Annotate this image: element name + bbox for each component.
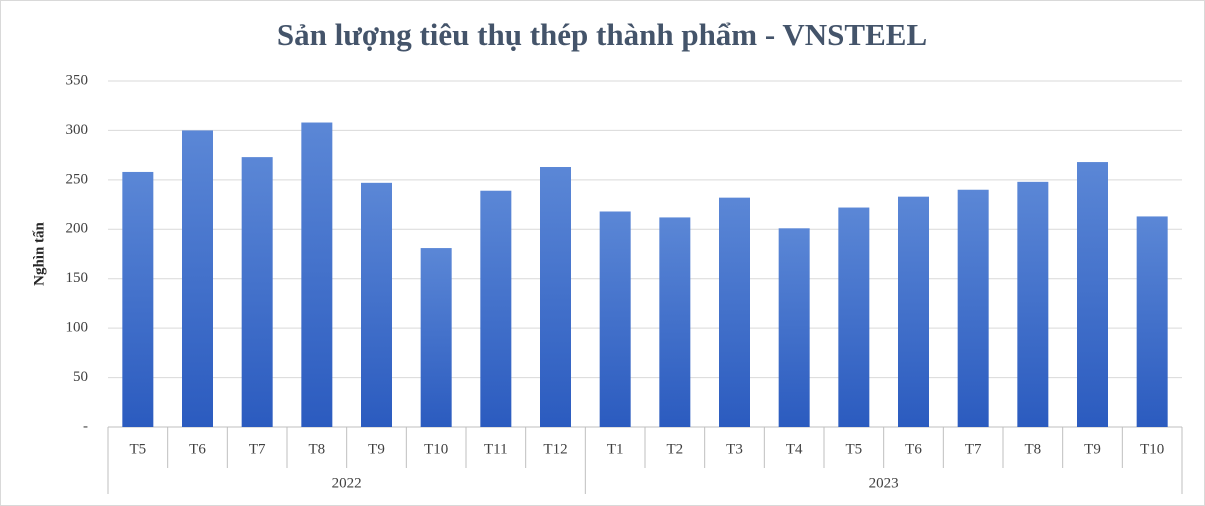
x-tick-label: T9: [1084, 441, 1101, 457]
bar: [122, 171, 154, 427]
x-tick-label: T8: [308, 441, 325, 457]
x-tick-label: T6: [905, 441, 922, 457]
x-tick-label: T5: [845, 441, 862, 457]
bar: [182, 130, 213, 427]
bar: [420, 248, 452, 427]
bar: [241, 157, 273, 427]
x-tick-label: T3: [726, 441, 743, 457]
bar: [301, 122, 333, 428]
x-tick-label: T2: [666, 441, 683, 457]
x-tick-label: T4: [786, 441, 803, 457]
y-tick-label: 100: [66, 320, 89, 336]
x-tick-label: T9: [368, 441, 385, 457]
bar: [361, 182, 392, 427]
y-axis-label: Nghìn tấn: [31, 221, 47, 285]
y-tick-label: 200: [66, 221, 89, 237]
x-tick-label: T6: [189, 441, 206, 457]
bar: [599, 211, 631, 427]
bar: [480, 190, 512, 427]
chart-title: Sản lượng tiêu thụ thép thành phẩm - VNS…: [277, 17, 927, 52]
x-tick-label: T12: [543, 441, 567, 457]
y-tick-label: 150: [66, 270, 89, 286]
x-tick-label: T10: [424, 441, 448, 457]
bar: [838, 207, 870, 427]
x-tick-label: T10: [1140, 441, 1164, 457]
bar: [1017, 181, 1049, 427]
bar: [957, 189, 989, 427]
group-label: 2022: [332, 475, 362, 491]
group-label: 2023: [869, 475, 899, 491]
y-tick-label: 300: [66, 122, 89, 138]
bar: [540, 167, 571, 427]
x-tick-label: T7: [249, 441, 266, 457]
x-tick-label: T7: [965, 441, 982, 457]
x-tick-label: T11: [484, 441, 508, 457]
y-tick-label: 50: [73, 369, 88, 385]
bar: [1077, 162, 1108, 427]
bar: [659, 217, 691, 427]
bar: [778, 228, 810, 427]
x-tick-label: T1: [607, 441, 624, 457]
y-tick-label: -: [83, 418, 88, 434]
y-tick-label: 350: [66, 72, 89, 88]
bar: [719, 197, 750, 427]
bar: [898, 196, 929, 427]
x-tick-label: T5: [129, 441, 146, 457]
x-tick-label: T8: [1024, 441, 1041, 457]
bar: [1136, 216, 1168, 427]
y-tick-label: 250: [66, 171, 89, 187]
